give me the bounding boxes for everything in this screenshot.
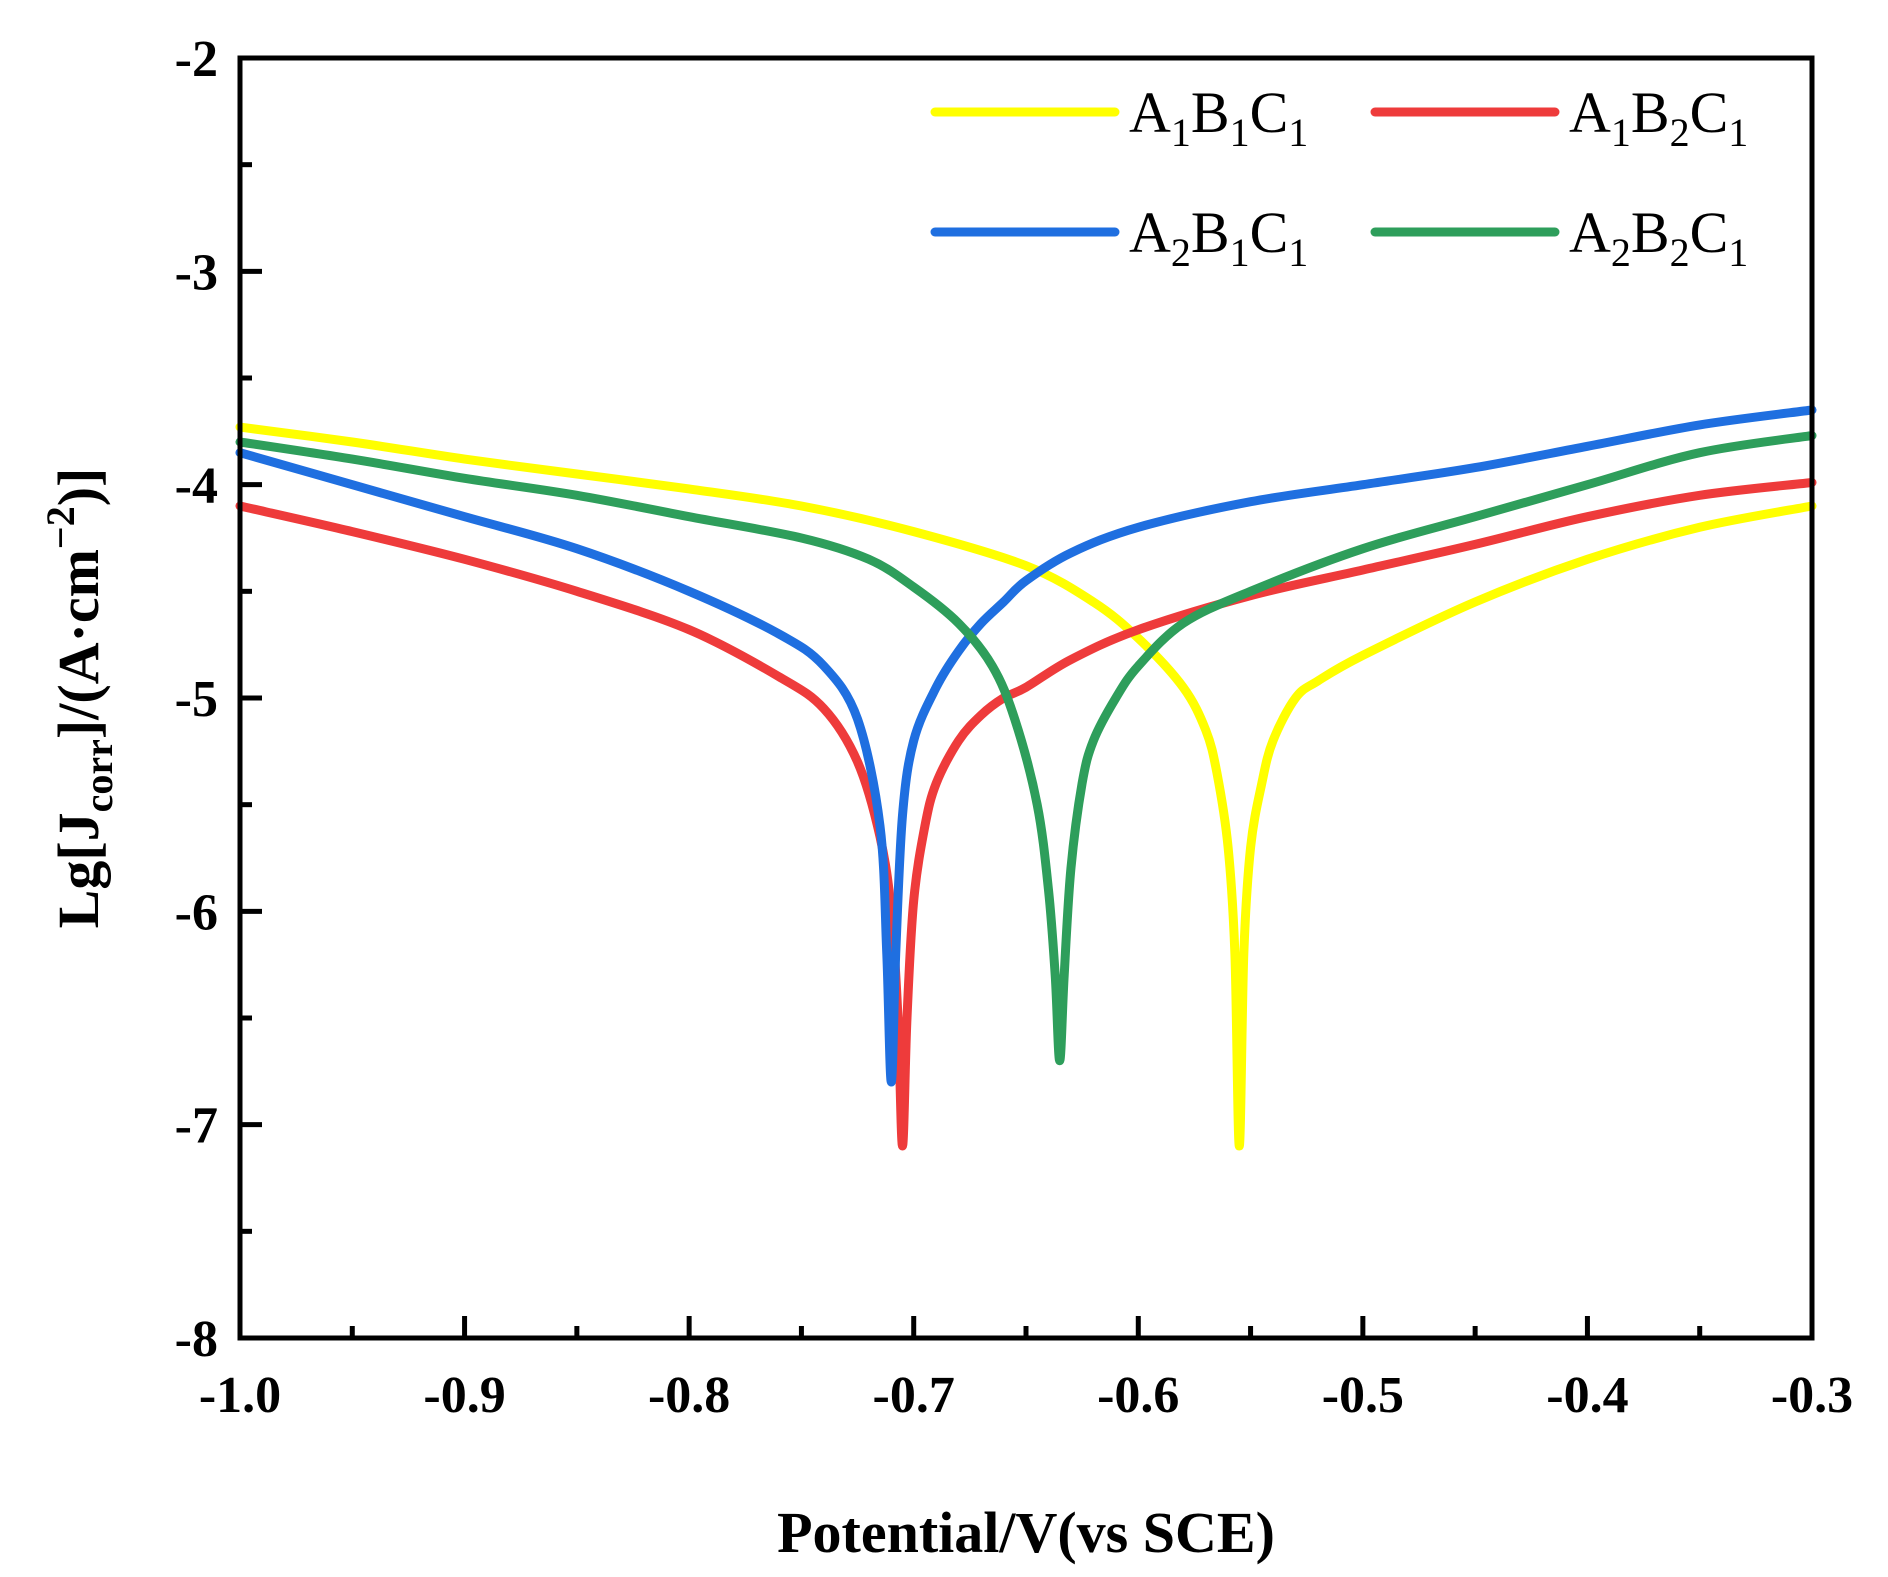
y-tick-label: -4 [175, 458, 218, 515]
legend-item-A1B2C1: A1B2C1 [1370, 80, 1748, 155]
y-tick-label: -5 [175, 671, 218, 728]
legend-label: A2B1C1 [1129, 200, 1308, 275]
legend-label: A1B1C1 [1129, 80, 1308, 155]
x-axis-title: Potential/V(vs SCE) [777, 1500, 1275, 1565]
y-title-sup: −2 [38, 506, 83, 549]
x-tick-label: -0.4 [1546, 1367, 1628, 1424]
x-tick-label: -0.7 [873, 1367, 955, 1424]
series-line-A1B2C1 [235, 478, 1817, 1151]
legend-label: A2B2C1 [1569, 200, 1748, 275]
tick-labels: -1.0 -0.9 -0.8 -0.7 -0.6 -0.5 -0.4 -0.3 -8 -7 -6 -5… [175, 31, 1853, 1424]
legend-label: A1B2C1 [1569, 80, 1748, 155]
y-title-prefix: Lg[J [46, 812, 111, 928]
legend-item-A2B2C1: A2B2C1 [1370, 200, 1748, 275]
legend-item-A2B1C1: A2B1C1 [930, 200, 1308, 275]
x-tick-label: -0.9 [423, 1367, 505, 1424]
y-title-sub: corr [76, 739, 121, 812]
legend-item-A1B1C1: A1B1C1 [930, 80, 1308, 155]
y-title-mid: ]/(A·cm [46, 549, 111, 739]
y-tick-label: -8 [175, 1311, 218, 1368]
y-tick-label: -2 [175, 31, 218, 88]
x-tick-label: -1.0 [199, 1367, 281, 1424]
x-tick-label: -0.3 [1771, 1367, 1853, 1424]
legend: A1B1C1 A1B2C1 A2B1C1 A2B2C1 [930, 80, 1748, 275]
series-line-A2B1C1 [235, 405, 1817, 1087]
axis-ticks [240, 162, 1703, 1338]
x-tick-label: -0.8 [648, 1367, 730, 1424]
y-tick-label: -7 [175, 1098, 218, 1155]
x-tick-label: -0.5 [1322, 1367, 1404, 1424]
x-tick-label: -0.6 [1097, 1367, 1179, 1424]
y-axis-title: Lg[Jcorr]/(A·cm−2)] [38, 468, 121, 929]
plot-lines [235, 405, 1817, 1151]
y-tick-label: -6 [175, 884, 218, 941]
y-title-suffix: )] [46, 468, 111, 507]
y-tick-label: -3 [175, 244, 218, 301]
series-line-A1B1C1 [235, 422, 1817, 1151]
series-line-A2B2C1 [235, 431, 1817, 1066]
